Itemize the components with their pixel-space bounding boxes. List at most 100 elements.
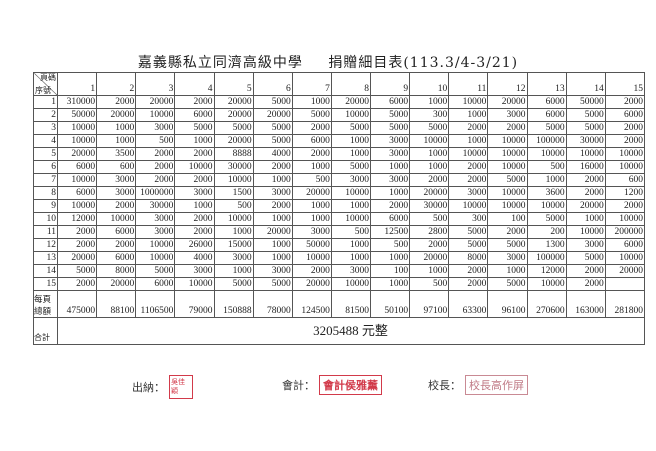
- page-total-cell: 81500: [330, 290, 372, 318]
- amount-cell: 1000: [409, 264, 450, 278]
- page-total-cell: 281800: [604, 290, 646, 318]
- amount-cell: 1000000: [135, 186, 176, 200]
- page-total-cell: 475000: [56, 290, 98, 318]
- amount-cell: 8888: [213, 147, 254, 161]
- amount-cell: 200000: [604, 225, 646, 239]
- column-header: 15: [604, 72, 646, 96]
- table-row: 8 6000 3000 1000000 3000 1500 3000 20000 10000 10…: [33, 186, 646, 200]
- amount-cell: 2000: [604, 134, 646, 148]
- amount-cell: 1000: [448, 108, 489, 122]
- column-header: 4: [174, 72, 215, 96]
- amount-cell: 2000: [135, 173, 176, 187]
- amount-cell: 12500: [369, 225, 411, 239]
- amount-cell: 2000: [448, 173, 489, 187]
- amount-cell: 10000: [96, 212, 137, 226]
- amount-cell: 6000: [56, 160, 98, 174]
- amount-cell: 3000: [487, 108, 528, 122]
- amount-cell: 5000: [291, 108, 332, 122]
- amount-cell: 10000: [291, 251, 332, 265]
- amount-cell: 10000: [487, 134, 528, 148]
- amount-cell: 1000: [252, 173, 293, 187]
- column-header: 2: [96, 72, 137, 96]
- amount-cell: 500: [409, 277, 450, 291]
- amount-cell: 10000: [487, 199, 528, 213]
- amount-cell: 1000: [369, 251, 411, 265]
- principal-stamp: 校長高作屏: [465, 375, 528, 395]
- amount-cell: 5000: [526, 212, 567, 226]
- amount-cell: 1000: [252, 212, 293, 226]
- amount-cell: 500: [213, 199, 254, 213]
- amount-cell: 20000: [96, 108, 137, 122]
- amount-cell: 10000: [213, 212, 254, 226]
- amount-cell: 10000: [487, 160, 528, 174]
- document-title: 嘉義縣私立同濟高級中學 捐贈細目表(113.3/4-3/21): [0, 52, 656, 72]
- row-number: 6: [33, 160, 58, 174]
- page-total-cell: 1106500: [135, 290, 176, 318]
- amount-cell: 3000: [369, 134, 411, 148]
- amount-cell: 5000: [448, 225, 489, 239]
- page-total-cell: 63300: [448, 290, 489, 318]
- amount-cell: 5000: [565, 108, 606, 122]
- amount-cell: 3000: [174, 264, 215, 278]
- amount-cell: 6000: [135, 277, 176, 291]
- amount-cell: 2800: [409, 225, 450, 239]
- amount-cell: 1000: [291, 160, 332, 174]
- amount-cell: 100000: [526, 251, 567, 265]
- table-row: 2 50000 20000 10000 6000 20000 20000 5000 10000 5…: [33, 108, 646, 122]
- amount-cell: 10000: [330, 108, 372, 122]
- page-total-cell: 270600: [526, 290, 567, 318]
- amount-cell: 3000: [252, 264, 293, 278]
- amount-cell: 5000: [409, 121, 450, 135]
- amount-cell: 2000: [96, 95, 137, 109]
- amount-cell: 1000: [174, 134, 215, 148]
- page-total-cell: 88100: [96, 290, 137, 318]
- amount-cell: 1000: [409, 160, 450, 174]
- row-number: 4: [33, 134, 58, 148]
- row-number: 5: [33, 147, 58, 161]
- amount-cell: 1000: [291, 95, 332, 109]
- amount-cell: 3000: [565, 238, 606, 252]
- amount-cell: 2000: [369, 199, 411, 213]
- page-total-cell: 150888: [213, 290, 254, 318]
- amount-cell: 2000: [96, 199, 137, 213]
- amount-cell: 8000: [96, 264, 137, 278]
- amount-cell: 10000: [56, 134, 98, 148]
- amount-cell: 500: [330, 225, 372, 239]
- amount-cell: 50000: [56, 108, 98, 122]
- amount-cell: 100000: [526, 134, 567, 148]
- amount-cell: 2000: [604, 199, 646, 213]
- principal-signature: 校長： 校長高作屏: [428, 375, 528, 395]
- amount-cell: 2000: [487, 121, 528, 135]
- accountant-label: 會計：: [282, 379, 315, 392]
- principal-label: 校長：: [428, 379, 461, 392]
- amount-cell: 10000: [526, 147, 567, 161]
- amount-cell: 2000: [604, 121, 646, 135]
- row-number: 14: [33, 264, 58, 278]
- row-number: 8: [33, 186, 58, 200]
- amount-cell: 10000: [135, 108, 176, 122]
- column-header: 14: [565, 72, 606, 96]
- row-number: 1: [33, 95, 58, 109]
- amount-cell: 1000: [330, 134, 372, 148]
- page-label: 頁碼: [40, 73, 56, 83]
- amount-cell: 1000: [96, 121, 137, 135]
- amount-cell: 1000: [330, 199, 372, 213]
- amount-cell: 2000: [291, 264, 332, 278]
- amount-cell: 20000: [213, 134, 254, 148]
- amount-cell: 10000: [526, 199, 567, 213]
- amount-cell: 30000: [409, 199, 450, 213]
- amount-cell: 6000: [56, 186, 98, 200]
- amount-cell: 3000: [135, 121, 176, 135]
- grand-total-label: 合計: [33, 317, 58, 345]
- page-total-cell: 78000: [252, 290, 293, 318]
- amount-cell: 5000: [174, 121, 215, 135]
- amount-cell: 2000: [448, 160, 489, 174]
- amount-cell: 6000: [526, 108, 567, 122]
- grand-total-value: 3205488 元整: [57, 317, 645, 345]
- amount-cell: 500: [135, 134, 176, 148]
- amount-cell: 500: [291, 173, 332, 187]
- amount-cell: 5000: [487, 238, 528, 252]
- amount-cell: 1000: [369, 277, 411, 291]
- table-row: 10 12000 10000 3000 2000 10000 1000 1000 10000 60…: [33, 212, 646, 226]
- amount-cell: 1000: [213, 264, 254, 278]
